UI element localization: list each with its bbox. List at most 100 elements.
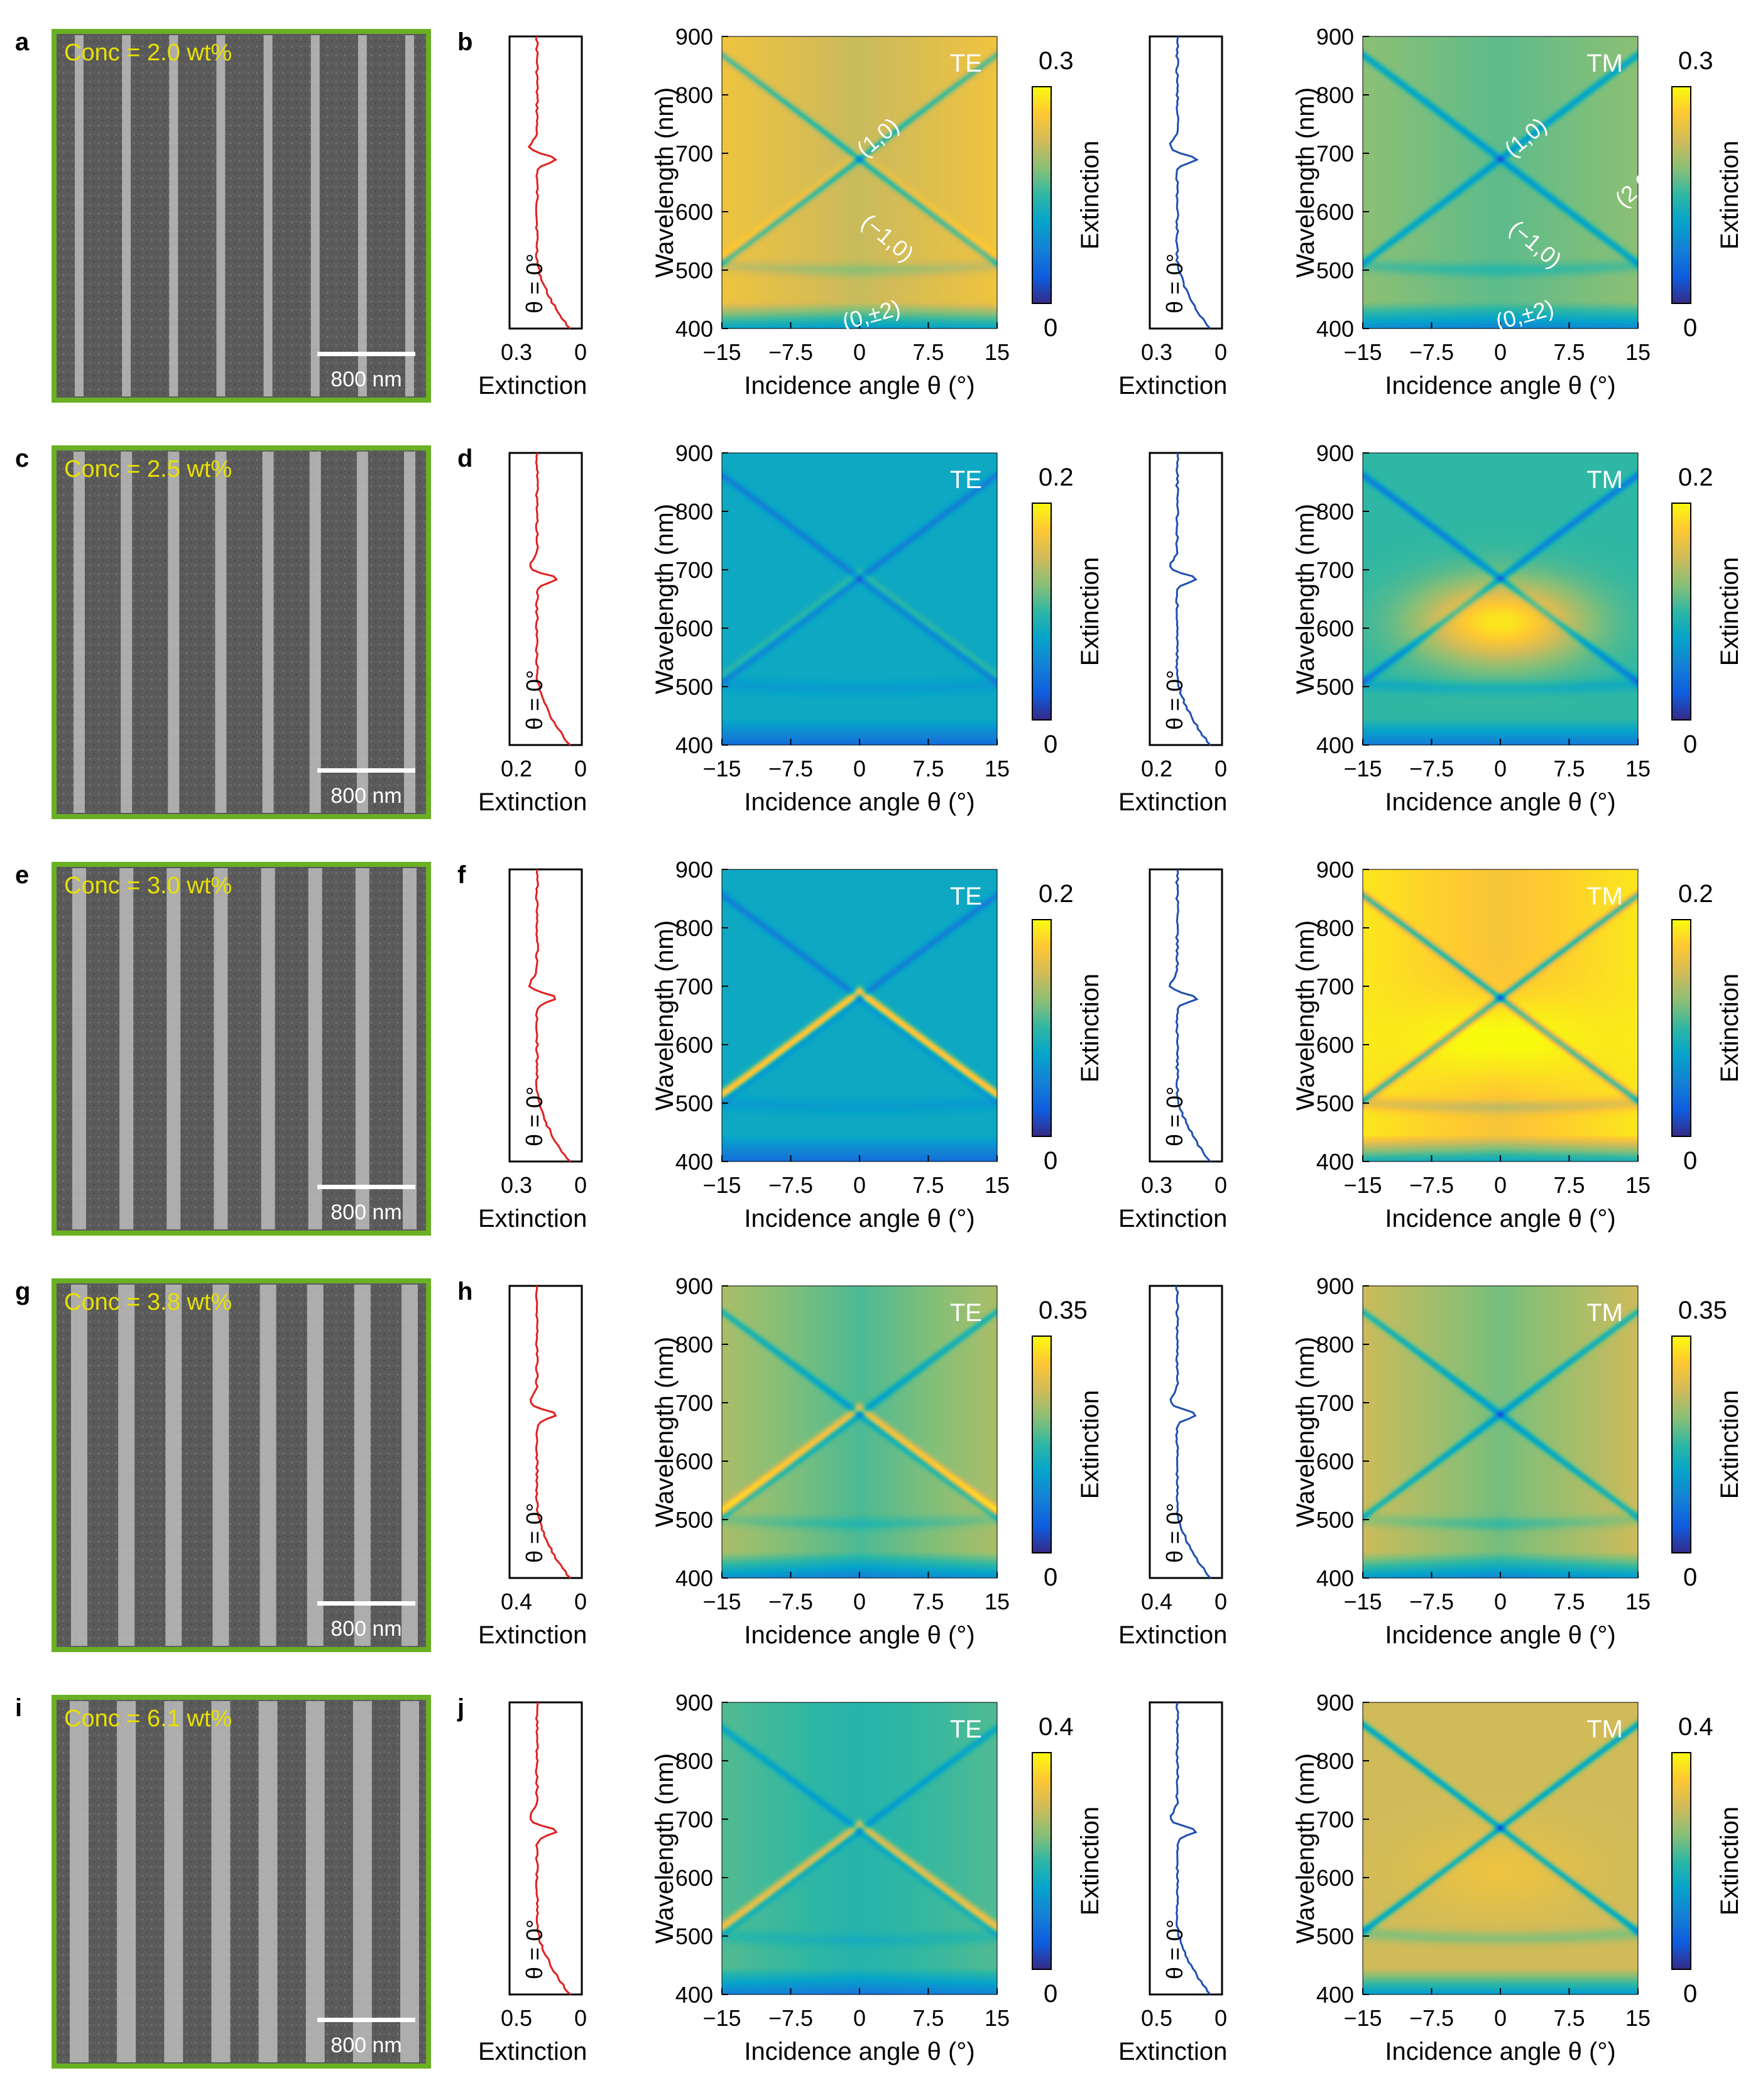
spectrum-tick: 0 — [1214, 756, 1227, 781]
nanoparticle-stripe — [310, 35, 320, 396]
x-tick-label: 7.5 — [1553, 756, 1585, 781]
x-tick-label: 15 — [1625, 756, 1651, 781]
y-axis-label: Wavelength (nm) — [1292, 87, 1319, 278]
spectrum-tick: 0 — [574, 339, 587, 365]
heatmap-te — [722, 1702, 997, 1994]
y-tick-label: 800 — [1316, 1748, 1354, 1774]
spectrum-xlabel: Extinction — [478, 2038, 587, 2065]
nanoparticle-stripe — [262, 452, 274, 813]
x-tick-label: −7.5 — [768, 756, 813, 781]
x-tick-label: 7.5 — [1553, 339, 1585, 365]
y-tick-label: 400 — [1316, 1149, 1354, 1175]
x-tick-label: 0 — [853, 1172, 866, 1198]
figure-row-2: c Conc = 2.5 wt% 800 nm d θ = 0° 0.2 0 Extincti… — [15, 440, 1744, 819]
concentration-label: Conc = 3.0 wt% — [64, 873, 232, 899]
x-tick-label: 0 — [853, 2005, 866, 2031]
nanoparticle-stripe — [405, 35, 414, 396]
colorbar-label: Extinction — [1716, 1390, 1744, 1499]
x-tick-label: 7.5 — [912, 756, 944, 781]
x-tick-label: −15 — [1343, 1589, 1382, 1614]
colorbar-max-label: 0.35 — [1678, 1297, 1727, 1324]
colorbar-max-label: 0.2 — [1039, 880, 1074, 908]
colorbar-min-label: 0 — [1044, 731, 1057, 758]
spectrum-tick: 0 — [574, 1172, 587, 1198]
nanoparticle-stripe — [117, 1701, 136, 2062]
x-tick-label: 7.5 — [912, 1589, 944, 1614]
colorbar — [1032, 1336, 1052, 1553]
figure-row-5: i Conc = 6.1 wt% 800 nm j θ = 0° 0.5 0 Extincti… — [15, 1690, 1744, 2069]
colorbar-label: Extinction — [1076, 974, 1104, 1082]
x-tick-label: 0 — [1494, 2005, 1507, 2031]
nanoparticle-stripe — [401, 1285, 418, 1646]
colorbar-max-label: 0.2 — [1039, 464, 1074, 491]
spectrum-frame-te — [508, 35, 583, 330]
polarization-label: TE — [950, 1299, 982, 1327]
spectrum-tick: 0 — [1214, 2005, 1227, 2031]
spectrum-tick: 0.5 — [501, 2005, 532, 2031]
nanoparticle-stripe — [400, 1701, 419, 2062]
x-tick-label: 15 — [985, 756, 1010, 781]
nanoparticle-stripe — [168, 452, 180, 813]
x-tick-label: −7.5 — [768, 339, 813, 365]
scale-bar-label: 800 nm — [330, 367, 401, 391]
nanoparticle-stripe — [165, 1285, 182, 1646]
y-tick-label: 400 — [675, 316, 713, 342]
nanoparticle-stripe — [216, 35, 226, 396]
y-tick-label: 700 — [675, 1390, 713, 1416]
sem-image — [52, 445, 431, 819]
x-tick-label: −15 — [1343, 1172, 1382, 1198]
y-tick-label: 600 — [1316, 1032, 1354, 1058]
nanoparticle-stripe — [214, 868, 228, 1229]
spectrum-frame-te — [508, 1285, 583, 1579]
nanoparticle-stripe — [356, 452, 368, 813]
concentration-label: Conc = 3.8 wt% — [64, 1289, 232, 1315]
spectrum-tick: 0.3 — [1141, 339, 1172, 365]
polarization-label: TE — [950, 466, 982, 494]
scale-bar — [317, 352, 415, 356]
colorbar-max-label: 0.4 — [1678, 1713, 1713, 1741]
y-axis-label: Wavelength (nm) — [651, 1337, 679, 1527]
spectrum-tick: 0 — [574, 2005, 587, 2031]
x-axis-label: Incidence angle θ (°) — [744, 2038, 974, 2065]
spectrum-tick: 0.5 — [1141, 2005, 1172, 2031]
zero-angle-label: θ = 0° — [1162, 1920, 1187, 1979]
panel-letter: j — [457, 1694, 464, 1722]
spectrum-curve-te — [529, 1702, 572, 1996]
y-tick-label: 800 — [675, 82, 713, 108]
spectrum-frame-te — [508, 868, 583, 1163]
sem-image — [52, 1695, 431, 2069]
colorbar-min-label: 0 — [1683, 1980, 1697, 2008]
spectrum-xlabel: Extinction — [1118, 1621, 1227, 1649]
y-tick-label: 800 — [1316, 1332, 1354, 1357]
zero-angle-label: θ = 0° — [521, 1920, 547, 1979]
zero-angle-label: θ = 0° — [521, 254, 547, 313]
y-tick-label: 600 — [675, 1449, 713, 1474]
y-axis-label: Wavelength (nm) — [1292, 920, 1319, 1111]
polarization-label: TE — [950, 883, 982, 910]
y-tick-label: 500 — [675, 1091, 713, 1116]
colorbar-label: Extinction — [1716, 1807, 1744, 1915]
concentration-label: Conc = 2.0 wt% — [64, 40, 232, 66]
y-tick-label: 500 — [1316, 1507, 1354, 1533]
y-tick-label: 900 — [675, 440, 713, 466]
spectrum-tick: 0 — [574, 756, 587, 781]
nanoparticle-stripe — [263, 35, 273, 396]
nanoparticle-stripe — [75, 35, 84, 396]
spectrum-xlabel: Extinction — [1118, 1205, 1227, 1232]
colorbar — [1671, 1336, 1691, 1553]
colorbar-label: Extinction — [1076, 1390, 1104, 1499]
spectrum-curve-tm — [1169, 1285, 1211, 1579]
x-tick-label: 7.5 — [912, 339, 944, 365]
y-tick-label: 800 — [675, 1332, 713, 1357]
spectrum-frame-tm — [1149, 868, 1223, 1163]
nanoparticle-stripe — [118, 1285, 135, 1646]
heatmap-tm — [1363, 453, 1638, 745]
x-tick-label: 15 — [1625, 1172, 1651, 1198]
heatmap-te — [722, 1286, 997, 1578]
x-tick-label: 15 — [1625, 1589, 1651, 1614]
y-tick-label: 900 — [1316, 1273, 1354, 1299]
x-axis-label: Incidence angle θ (°) — [1385, 2038, 1615, 2065]
x-tick-label: −15 — [1343, 756, 1382, 781]
colorbar-min-label: 0 — [1044, 1980, 1057, 2008]
